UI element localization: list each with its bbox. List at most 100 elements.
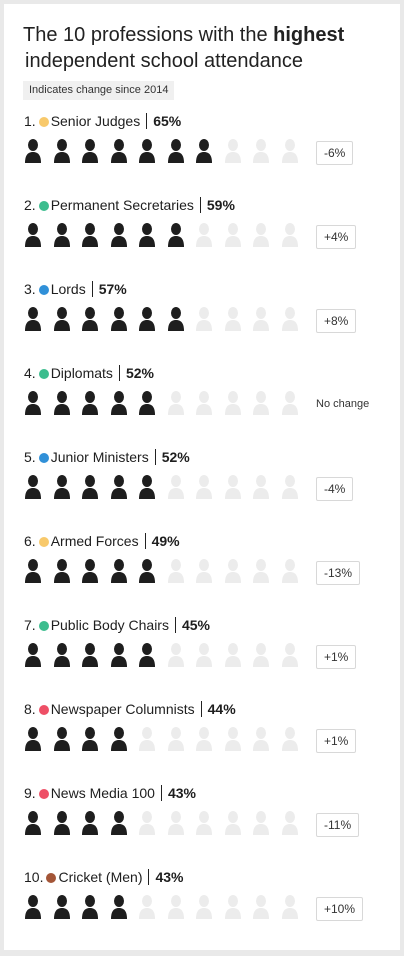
label-divider (154, 449, 156, 465)
person-icon-filled (81, 306, 99, 332)
person-icon-filled (24, 558, 42, 584)
person-icon-empty (138, 894, 156, 920)
pictogram-row: 10. Cricket (Men) 43% +10% (24, 868, 394, 952)
change-note: Indicates change since 2014 (23, 81, 175, 100)
person-icon-filled (167, 138, 185, 164)
person-icon-filled (81, 894, 99, 920)
person-icon-filled (53, 810, 71, 836)
row-label: 2. Permanent Secretaries 59% (24, 196, 235, 214)
person-icon-empty (224, 474, 242, 500)
person-icon-empty (224, 558, 242, 584)
pictogram-row: 5. Junior Ministers 52% -4% (24, 448, 394, 532)
percent-label: 59% (206, 197, 235, 213)
person-icon-filled (53, 390, 71, 416)
label-divider (174, 617, 176, 633)
person-icon-empty (252, 642, 270, 668)
person-icon-filled (53, 726, 71, 752)
person-icon-empty (138, 810, 156, 836)
percent-label: 52% (125, 365, 154, 381)
person-icon-filled (24, 222, 42, 248)
row-rank: 1. (24, 113, 36, 129)
person-icon-filled (24, 726, 42, 752)
category-dot-icon (38, 789, 49, 799)
pictogram-row: 4. Diplomats 52% No change (24, 364, 394, 448)
row-rank: 2. (24, 197, 36, 213)
change-badge: +4% (316, 225, 357, 249)
person-icon-empty (195, 810, 213, 836)
row-label: 7. Public Body Chairs 45% (24, 616, 210, 634)
profession-name: Cricket (Men) (58, 869, 143, 885)
person-icon-filled (110, 138, 128, 164)
person-icon-empty (138, 726, 156, 752)
person-icon-empty (167, 642, 185, 668)
change-badge: -11% (316, 813, 360, 837)
person-icon-filled (24, 306, 42, 332)
pictogram-row: 7. Public Body Chairs 45% +1% (24, 616, 394, 700)
person-icon-empty (224, 138, 242, 164)
category-dot-icon (38, 537, 49, 547)
person-icon-empty (281, 390, 299, 416)
row-rank: 7. (24, 617, 36, 633)
person-icon-filled (138, 558, 156, 584)
person-icon-empty (224, 222, 242, 248)
row-rank: 3. (24, 281, 36, 297)
person-icon-filled (24, 474, 42, 500)
person-icon-empty (281, 222, 299, 248)
chart-title: The 10 professions with the highest indep… (23, 22, 393, 74)
person-icon-filled (110, 474, 128, 500)
percent-label: 43% (155, 869, 184, 885)
label-divider (146, 113, 148, 129)
person-icon-empty (224, 642, 242, 668)
change-badge: +1% (316, 645, 357, 669)
person-icon-filled (138, 474, 156, 500)
person-icon-empty (281, 558, 299, 584)
profession-name: Lords (50, 281, 86, 297)
category-dot-icon (38, 453, 49, 463)
person-icon-empty (224, 810, 242, 836)
person-icon-empty (224, 390, 242, 416)
label-divider (118, 365, 120, 381)
person-icon-filled (53, 558, 71, 584)
row-rank: 5. (24, 449, 36, 465)
person-icon-empty (224, 726, 242, 752)
person-icon-empty (252, 726, 270, 752)
pictogram-row: 2. Permanent Secretaries 59% +4% (24, 196, 394, 280)
person-icon-empty (167, 726, 185, 752)
person-icon-empty (252, 558, 270, 584)
person-icon-filled (53, 222, 71, 248)
row-rank: 9. (24, 785, 36, 801)
person-icon-empty (195, 474, 213, 500)
person-icon-empty (252, 138, 270, 164)
person-icon-filled (138, 642, 156, 668)
person-icon-filled (110, 726, 128, 752)
person-icon-filled (138, 138, 156, 164)
person-icon-empty (281, 642, 299, 668)
change-badge: -4% (316, 477, 354, 501)
change-badge: -13% (316, 561, 361, 585)
label-divider (160, 785, 162, 801)
person-icon-filled (81, 474, 99, 500)
person-icon-filled (81, 390, 99, 416)
pictogram-row: 8. Newspaper Columnists 44% +1% (24, 700, 394, 784)
category-dot-icon (38, 201, 49, 211)
percent-label: 45% (181, 617, 210, 633)
person-icon-filled (24, 138, 42, 164)
profession-name: News Media 100 (50, 785, 155, 801)
person-icon-empty (281, 810, 299, 836)
person-icon-empty (195, 726, 213, 752)
row-label: 8. Newspaper Columnists 44% (24, 700, 236, 718)
percent-label: 65% (153, 113, 182, 129)
person-icon-empty (195, 390, 213, 416)
person-icon-filled (53, 474, 71, 500)
pictogram-row: 3. Lords 57% +8% (24, 280, 394, 364)
person-icon-filled (81, 558, 99, 584)
pictogram-row: 9. News Media 100 43% -11% (24, 784, 394, 868)
person-icon-filled (138, 306, 156, 332)
profession-name: Senior Judges (50, 113, 141, 129)
person-icon-filled (53, 138, 71, 164)
change-badge: -6% (316, 141, 354, 165)
person-icon-empty (195, 642, 213, 668)
percent-label: 44% (207, 701, 236, 717)
profession-name: Permanent Secretaries (50, 197, 194, 213)
category-dot-icon (38, 621, 49, 631)
